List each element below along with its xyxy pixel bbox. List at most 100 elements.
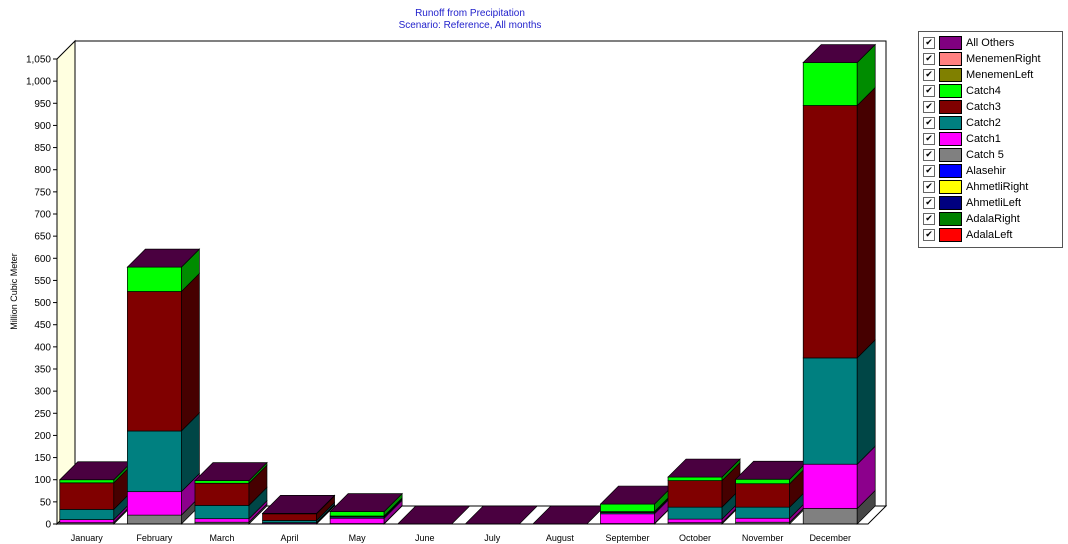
bar-Catch 5-February [127, 514, 182, 525]
bar-Catch2-December [802, 357, 858, 465]
bar-Catch1-December [802, 463, 858, 509]
x-tick-label: May [349, 533, 367, 543]
legend-swatch [939, 212, 962, 226]
legend-label: AdalaLeft [966, 229, 1013, 241]
legend-label: Catch4 [966, 85, 1001, 97]
legend-item[interactable]: ✔ MenemenRight [923, 51, 1041, 67]
legend-swatch [939, 228, 962, 242]
y-tick-label: 500 [34, 298, 51, 309]
legend-item[interactable]: ✔ MenemenLeft [923, 67, 1033, 83]
bar-Catch3-March [194, 482, 250, 506]
legend-label: Catch2 [966, 117, 1001, 129]
legend-label: Catch 5 [966, 149, 1004, 161]
bar-cap-December [802, 44, 877, 63]
x-tick-label: April [281, 533, 299, 543]
x-tick-label: January [71, 533, 104, 543]
bar-side-Catch3-December [856, 86, 876, 359]
bar-Catch1-November [735, 517, 790, 523]
legend-checkbox[interactable]: ✔ [923, 117, 935, 129]
x-tick-label: March [209, 533, 234, 543]
bar-Catch2-November [735, 506, 790, 519]
legend-swatch [939, 196, 962, 210]
bar-Catch2-March [194, 505, 250, 520]
bar-Catch3-January [59, 482, 115, 510]
legend-checkbox[interactable]: ✔ [923, 165, 935, 177]
x-tick-label: June [415, 533, 435, 543]
legend-item[interactable]: ✔ AhmetliRight [923, 179, 1028, 195]
legend-checkbox[interactable]: ✔ [923, 53, 935, 65]
y-tick-label: 200 [34, 431, 51, 442]
bar-cap-April [261, 495, 336, 514]
y-tick-label: 1,000 [26, 77, 51, 88]
y-tick-label: 50 [40, 497, 52, 508]
legend-label: Catch3 [966, 101, 1001, 113]
bar-cap-March [194, 462, 268, 481]
legend-label: AhmetliRight [966, 181, 1029, 193]
bar-Catch3-October [667, 480, 723, 508]
y-tick-label: 750 [34, 187, 51, 198]
bar-Catch4-May [329, 511, 385, 517]
x-tick-label: February [136, 533, 173, 543]
y-tick-label: 800 [34, 165, 51, 176]
x-tick-label: September [605, 533, 649, 543]
legend-label: Alasehir [966, 165, 1006, 177]
legend-swatch [939, 132, 962, 146]
bar-Catch1-May [329, 517, 385, 524]
legend-label: AhmetliLeft [966, 197, 1022, 209]
legend-item[interactable]: ✔ AdalaRight [923, 211, 1020, 227]
legend-checkbox[interactable]: ✔ [923, 197, 935, 209]
bar-Catch3-December [802, 105, 858, 359]
y-tick-label: 250 [34, 409, 51, 420]
bar-cap-May [329, 493, 403, 512]
legend-checkbox[interactable]: ✔ [923, 149, 935, 161]
legend-label: AdalaRight [966, 213, 1020, 225]
legend-checkbox[interactable]: ✔ [923, 181, 935, 193]
y-tick-label: 150 [34, 453, 51, 464]
bar-Catch1-February [127, 491, 182, 516]
legend-label: MenemenLeft [966, 69, 1034, 81]
legend-item[interactable]: ✔ Catch 5 [923, 147, 1004, 163]
legend-item[interactable]: ✔ Catch4 [923, 83, 1001, 99]
bar-side-Catch3-February [181, 272, 200, 432]
legend-swatch [939, 36, 962, 50]
legend-item[interactable]: ✔ Catch3 [923, 99, 1001, 115]
bar-cap-February [126, 248, 201, 268]
bar-Catch4-March [194, 480, 250, 484]
bar-Catch4-December [802, 62, 858, 106]
x-tick-label: July [484, 533, 501, 543]
bar-Catch 5-December [802, 508, 858, 525]
legend-item[interactable]: ✔ All Others [923, 35, 1014, 51]
bar-Catch2-October [667, 506, 723, 520]
bar-Catch4-September [600, 503, 655, 512]
bar-Catch2-February [127, 430, 182, 493]
left-wall [56, 39, 76, 526]
chart-legend: ✔ All Others ✔ MenemenRight ✔ MenemenLeft ✔ Cat… [918, 31, 1063, 248]
legend-checkbox[interactable]: ✔ [923, 69, 935, 81]
legend-item[interactable]: ✔ AhmetliLeft [923, 195, 1021, 211]
y-tick-label: 950 [34, 99, 51, 110]
legend-swatch [939, 84, 962, 98]
legend-item[interactable]: ✔ AdalaLeft [923, 227, 1012, 243]
y-tick-label: 700 [34, 210, 51, 221]
bar-Catch1-October [667, 518, 723, 524]
bar-Catch1-March [194, 518, 250, 523]
legend-checkbox[interactable]: ✔ [923, 213, 935, 225]
y-tick-label: 1,050 [26, 55, 51, 66]
legend-item[interactable]: ✔ Catch1 [923, 131, 1001, 147]
bar-Catch3-April [262, 513, 317, 521]
bar-Catch4-February [127, 266, 182, 292]
y-tick-label: 600 [34, 254, 51, 265]
legend-checkbox[interactable]: ✔ [923, 133, 935, 145]
legend-item[interactable]: ✔ Catch2 [923, 115, 1001, 131]
y-tick-label: 0 [45, 520, 51, 531]
legend-checkbox[interactable]: ✔ [923, 229, 935, 241]
bar-Catch3-November [735, 483, 790, 508]
y-tick-label: 400 [34, 342, 51, 353]
legend-checkbox[interactable]: ✔ [923, 101, 935, 113]
y-tick-label: 900 [34, 121, 51, 132]
legend-item[interactable]: ✔ Alasehir [923, 163, 1006, 179]
y-tick-label: 100 [34, 475, 51, 486]
legend-checkbox[interactable]: ✔ [923, 85, 935, 97]
bar-cap-October [667, 458, 741, 478]
legend-checkbox[interactable]: ✔ [923, 37, 935, 49]
